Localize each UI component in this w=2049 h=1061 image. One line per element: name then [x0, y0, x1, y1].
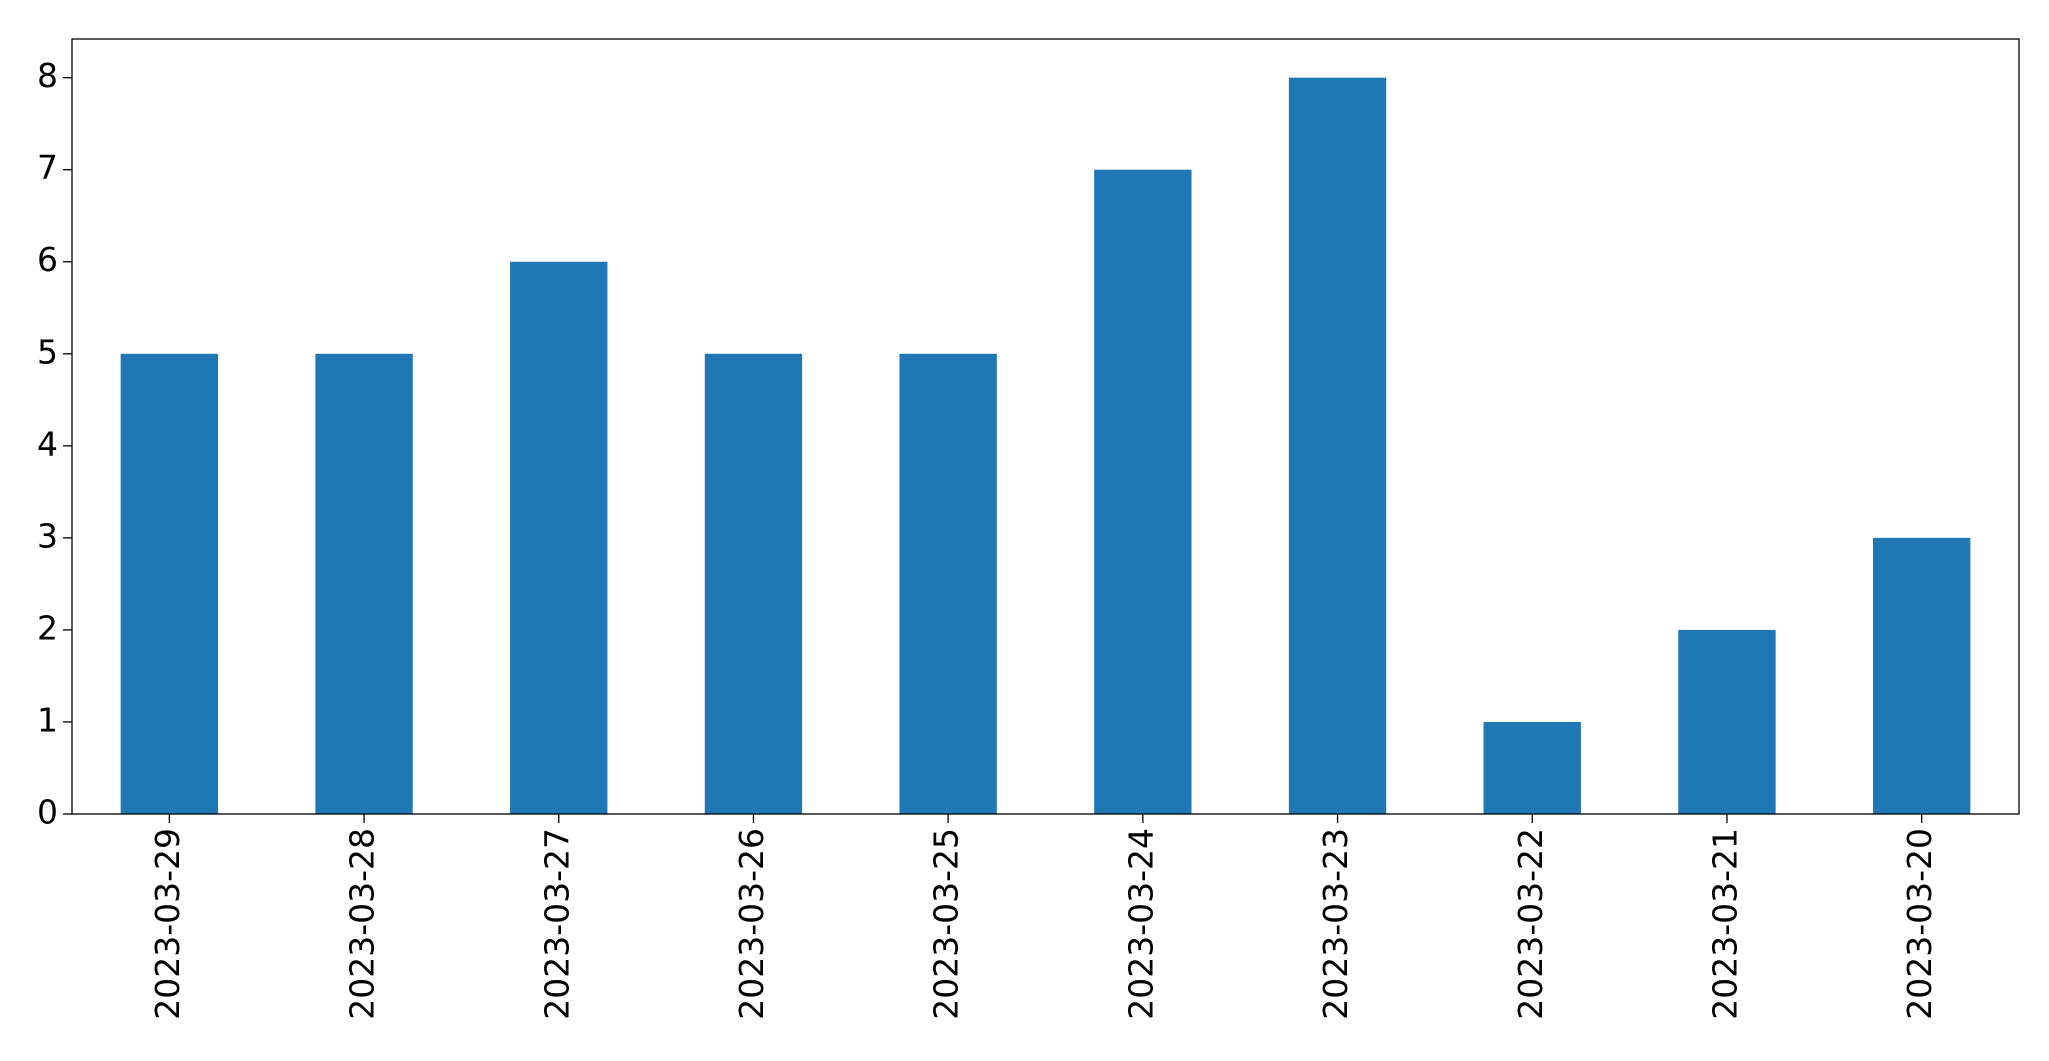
y-tick-label: 6: [37, 240, 58, 279]
bar: [510, 261, 608, 814]
bar: [1483, 721, 1581, 814]
y-tick-label: 0: [37, 793, 58, 832]
bar: [1094, 169, 1192, 815]
bar: [899, 353, 997, 814]
plot-frame: [71, 38, 2020, 815]
bar: [1678, 629, 1776, 814]
bar: [704, 353, 803, 814]
y-tick-label: 3: [37, 516, 58, 555]
y-tick-label: 4: [37, 424, 58, 463]
x-tick-label: 2023-03-26: [732, 828, 771, 1020]
bar: [120, 353, 219, 814]
x-tick-label: 2023-03-24: [1121, 828, 1160, 1020]
x-tick-label: 2023-03-22: [1511, 828, 1550, 1020]
y-tick-label: 2: [37, 608, 58, 647]
bar: [315, 353, 413, 814]
x-tick-label: 2023-03-21: [1705, 828, 1744, 1020]
bar: [1872, 537, 1971, 814]
bar: [1288, 77, 1387, 814]
x-tick-label: 2023-03-25: [927, 828, 966, 1020]
y-tick-label: 8: [37, 56, 58, 95]
x-tick-label: 2023-03-29: [148, 828, 187, 1020]
x-tick-label: 2023-03-23: [1316, 828, 1355, 1020]
y-tick-label: 5: [37, 332, 58, 371]
y-tick-label: 1: [37, 700, 58, 739]
x-tick-label: 2023-03-28: [343, 828, 382, 1020]
x-tick-label: 2023-03-20: [1900, 828, 1939, 1020]
y-tick-label: 7: [37, 148, 58, 187]
x-tick-label: 2023-03-27: [537, 828, 576, 1020]
